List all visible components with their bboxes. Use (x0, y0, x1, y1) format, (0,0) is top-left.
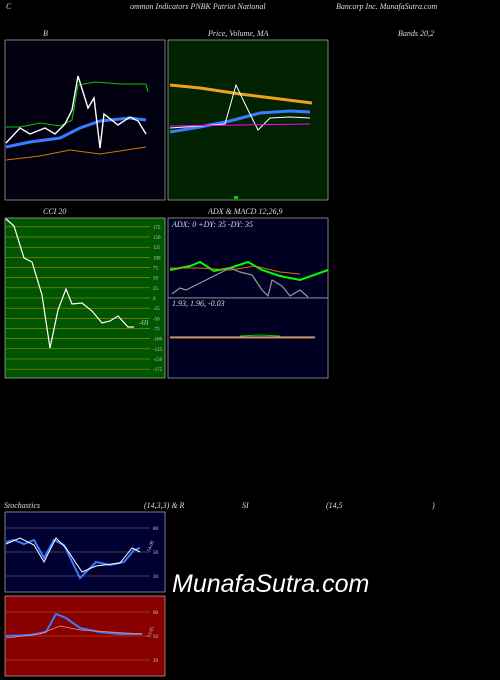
tick-label: 50 (153, 551, 159, 556)
macd-hist (239, 334, 281, 337)
header-left: ommon Indicators PNBK Patriot National (130, 2, 266, 11)
adx-readout: ADX: 0 +DY: 35 -DY: 35 (171, 220, 253, 229)
cci-current: -69 (139, 319, 149, 327)
tick-label: 25 (153, 287, 159, 292)
stoch-title-part: Stochastics (4, 501, 40, 510)
rsi-line (5, 612, 142, 637)
macd-readout: 1.93, 1.96, -0.03 (172, 299, 225, 308)
stoch-d (5, 537, 141, 573)
tick-label: 50 (153, 635, 159, 640)
stoch-title-part: (14,5 (326, 501, 343, 510)
adx-line (169, 260, 329, 282)
price-title: Price, Volume, MA (207, 29, 269, 38)
header-right: Bancorp Inc. MunafaSutra.com (336, 2, 438, 11)
stoch-title-part: SI (242, 501, 249, 510)
tick-label: 20 (153, 659, 159, 664)
adx-title: ADX & MACD 12,26,9 (207, 207, 282, 216)
adx-grey (171, 267, 309, 298)
bb-mid (5, 116, 147, 149)
tick-label: 80 (153, 527, 159, 532)
stoch-title-part: (14,3,3) & R (144, 501, 185, 510)
tick-label: 20 (153, 575, 159, 580)
bb-title-right: Bands 20,2 (398, 29, 434, 38)
tick-label: 0 (153, 297, 156, 302)
tick-label: -50 (153, 317, 160, 322)
cci-title: CCI 20 (43, 207, 66, 216)
bb-price (5, 75, 147, 149)
tick-label: 100 (153, 256, 161, 261)
dy-line (170, 265, 301, 275)
rsi-signal (5, 625, 143, 639)
tick-label: -75 (153, 327, 160, 332)
stoch-title-part: ) (431, 501, 435, 510)
tick-label: -25 (153, 307, 160, 312)
bb-lower (5, 146, 147, 161)
watermark: MunafaSutra.com (172, 570, 369, 598)
tick-label: -150 (153, 358, 163, 363)
price-ma-short (169, 123, 311, 127)
tick-label: 80 (153, 611, 159, 616)
price-panel (167, 39, 329, 201)
tick-label: 150 (153, 236, 161, 241)
header-c: C (6, 2, 12, 11)
cci-line (5, 218, 134, 349)
tick-label: -125 (153, 348, 163, 353)
tick-label: -175 (153, 368, 163, 373)
bb-upper (6, 81, 149, 128)
tick-label: 50 (153, 277, 159, 282)
adx-panel (167, 217, 329, 299)
stoch-current: 54.08 (147, 540, 156, 553)
rsi-current: 53.05 (147, 626, 156, 639)
tick-label: -100 (153, 338, 163, 343)
tick-label: 75 (153, 267, 159, 272)
tick-label: 175 (153, 226, 161, 231)
tick-label: 125 (153, 246, 161, 251)
price-ma (169, 109, 311, 134)
volume-bar (234, 196, 238, 199)
bb-title: B (43, 29, 48, 38)
stoch-k (5, 538, 141, 580)
